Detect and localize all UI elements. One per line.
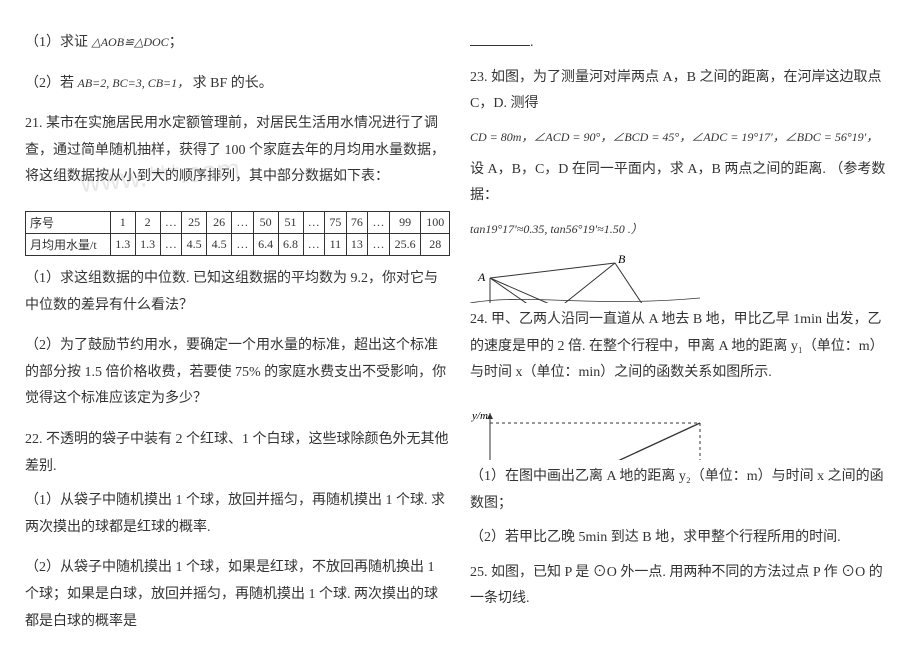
right-column: . 23. 如图，为了测量河对岸两点 A，B 之间的距离，在河岸这边取点 C，D… (470, 30, 895, 621)
blank-line: . (470, 30, 895, 57)
q20-2-text: （2）若 (25, 76, 74, 91)
q21-1: （1）求这组数据的中位数. 已知这组数据的平均数为 9.2，你对它与中位数的差异… (25, 266, 450, 319)
svg-text:y/m: y/m (471, 410, 488, 422)
q20-part1: （1）求证 △AOB≌△DOC； (25, 30, 450, 57)
table-row: 序号 1 2 … 25 26 … 50 51 … 75 76 … 99 100 (26, 211, 450, 233)
q20-2-tail: 求 BF 的长。 (193, 76, 273, 91)
q23-math1: CD = 80m，∠ACD = 90°，∠BCD = 45°，∠ADC = 19… (470, 126, 895, 149)
q22-2: （2）从袋子中随机摸出 1 个球，如果是红球，不放回再随机换出 1 个球；如果是… (25, 555, 450, 635)
q22-1: （1）从袋子中随机摸出 1 个球，放回并摇匀，再随机摸出 1 个球. 求两次摸出… (25, 488, 450, 541)
q23-head: 23. 如图，为了测量河对岸两点 A，B 之间的距离，在河岸这边取点 C，D. … (470, 65, 895, 118)
q24-2: （2）若甲比乙晚 5min 到达 B 地，求甲整个行程所用的时间. (470, 525, 895, 552)
q23-cont: 设 A，B，C，D 在同一平面内，求 A，B 两点之间的距离. （参考数据： (470, 157, 895, 210)
q20-part2: （2）若 AB=2, BC=3, CB=1， 求 BF 的长。 (25, 71, 450, 98)
q25: 25. 如图，已知 P 是 ⊙O 外一点. 用两种不同的方法过点 P 作 ⊙O … (470, 560, 895, 613)
svg-text:A: A (477, 270, 486, 284)
row2-head: 月均用水量/t (26, 233, 111, 255)
svg-text:B: B (618, 253, 626, 266)
q21-head: 21. 某市在实施居民用水定额管理前，对居民生活用水情况进行了调查，通过简单随机… (25, 111, 450, 191)
q20-1-text: （1）求证 (25, 35, 88, 50)
row1-head: 序号 (26, 211, 111, 233)
q24-1: （1）在图中画出乙离 A 地的距离 y₂（单位：m）与时间 x 之间的函数图； (470, 464, 895, 517)
q20-2-math: AB=2, BC=3, CB=1， (78, 76, 190, 90)
answer-blank (470, 32, 530, 46)
q21-2: （2）为了鼓励节约用水，要确定一个用水量的标准，超出这个标准的部分按 1.5 倍… (25, 333, 450, 413)
q22-head: 22. 不透明的袋子中装有 2 个红球、1 个白球，这些球除颜色外无其他差别. (25, 427, 450, 480)
left-column: （1）求证 △AOB≌△DOC； （2）若 AB=2, BC=3, CB=1， … (25, 30, 450, 621)
q21-table: 序号 1 2 … 25 26 … 50 51 … 75 76 … 99 100 … (25, 211, 450, 256)
q23-math2: tan19°17′≈0.35, tan56°19′≈1.50 .） (470, 218, 895, 241)
table-row: 月均用水量/t 1.3 1.3 … 4.5 4.5 … 6.4 6.8 … 11… (26, 233, 450, 255)
page: （1）求证 △AOB≌△DOC； （2）若 AB=2, BC=3, CB=1， … (0, 0, 920, 651)
q24-head: 24. 甲、乙两人沿同一直道从 A 地去 B 地，甲比乙早 1min 出发，乙的… (470, 307, 895, 387)
function-graph: Ox/miny/m123 (470, 405, 730, 460)
q20-1-math: △AOB≌△DOC (92, 35, 169, 49)
river-diagram: ABCD (470, 253, 700, 304)
